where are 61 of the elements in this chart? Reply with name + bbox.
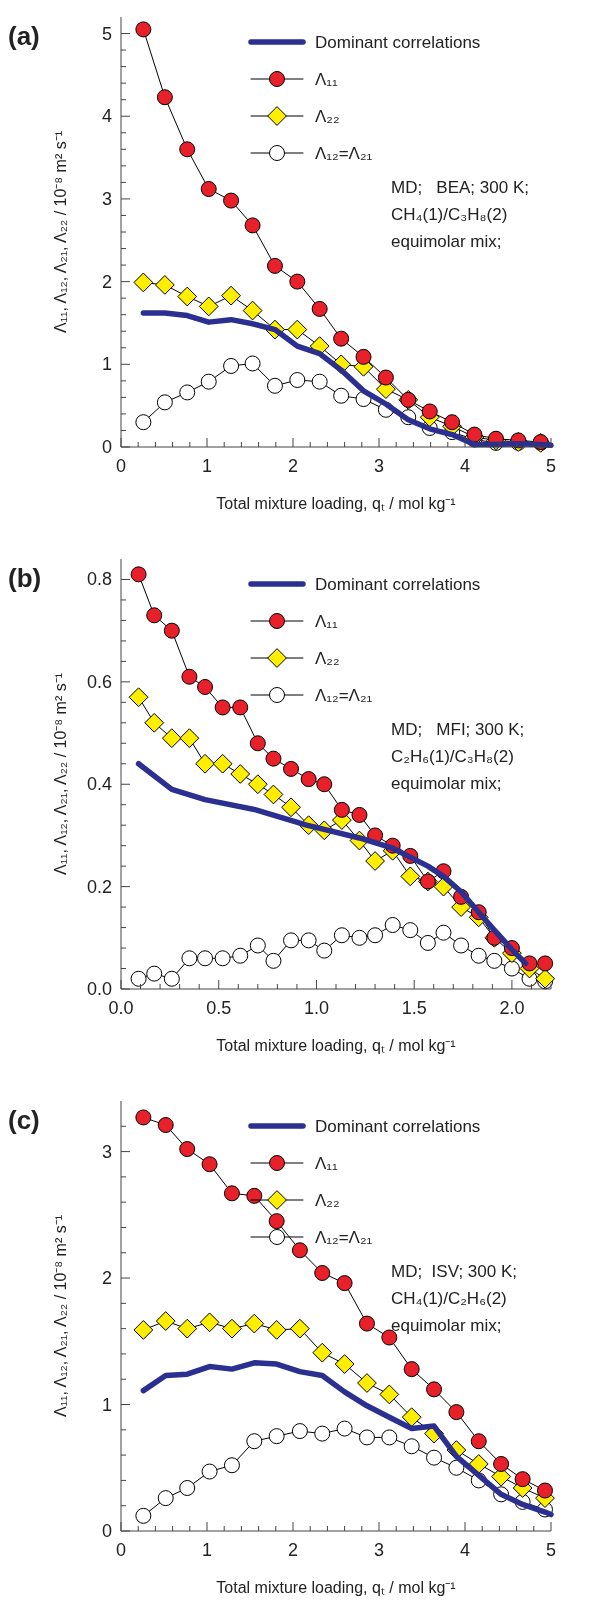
y-tick-label: 0 [101, 1521, 112, 1541]
x-tick-label: 3 [373, 1540, 385, 1560]
chart-title: (b) [8, 563, 42, 593]
y-tick-label: 0.8 [86, 569, 112, 590]
annotation: CH₄(1)/C₃H₈(2) [391, 205, 508, 225]
x-tick-label: 5 [545, 456, 557, 476]
x-tick-label: 5 [545, 1540, 557, 1560]
annotation: C₂H₆(1)/C₃H₈(2) [391, 747, 514, 767]
x-tick-label: 0 [115, 456, 127, 476]
y-axis-title: Λ₁₁, Λ₁₂, Λ₂₁, Λ₂₂ / 10⁻⁸ m² s⁻¹ [52, 1215, 69, 1417]
chart-title: (a) [8, 21, 40, 51]
legend-label: Λ₁₂=Λ₂₁ [315, 1228, 373, 1247]
legend-label: Λ₂₂ [315, 107, 340, 126]
y-tick-label: 0.0 [86, 979, 112, 999]
y-tick-label: 3 [101, 188, 112, 209]
legend-label: Λ₁₂=Λ₂₁ [315, 144, 373, 163]
x-tick-label: 0 [115, 1540, 127, 1560]
legend-label: Dominant correlations [315, 33, 481, 52]
y-axis-title: Λ₁₁, Λ₁₂, Λ₂₁, Λ₂₂ / 10⁻⁸ m² s⁻¹ [52, 131, 69, 333]
legend-label: Λ₁₁ [315, 70, 339, 89]
annotation: equimolar mix; [391, 774, 502, 794]
legend-label: Λ₁₁ [315, 612, 339, 631]
x-axis-title: Total mixture loading, qₜ / mol kg⁻¹ [216, 1579, 456, 1596]
legend-label: Dominant correlations [315, 575, 481, 594]
annotation: MD; ISV; 300 K; [391, 1262, 517, 1282]
x-tick-label: 2 [287, 456, 299, 476]
y-tick-label: 3 [101, 1141, 112, 1162]
x-tick-label: 3 [373, 456, 385, 476]
legend-label: Λ₁₂=Λ₂₁ [315, 686, 373, 705]
y-tick-label: 0.2 [86, 876, 112, 897]
x-tick-label: 1 [201, 456, 213, 476]
legend-label: Λ₂₂ [315, 1191, 340, 1210]
y-tick-label: 1 [101, 1394, 112, 1415]
y-tick-label: 0 [101, 437, 112, 457]
y-tick-label: 4 [101, 106, 112, 127]
y-tick-label: 5 [101, 23, 112, 44]
annotation: MD; BEA; 300 K; [391, 178, 529, 198]
y-tick-label: 2 [101, 271, 112, 292]
x-tick-label: 2.0 [499, 998, 525, 1018]
x-tick-label: 1.0 [303, 998, 329, 1018]
annotation: equimolar mix; [391, 1316, 502, 1336]
x-tick-label: 0.5 [206, 998, 232, 1018]
legend-label: Λ₁₁ [315, 1154, 339, 1173]
x-axis-title: Total mixture loading, qₜ / mol kg⁻¹ [216, 495, 456, 512]
x-tick-label: 1 [201, 1540, 213, 1560]
annotation: CH₄(1)/C₂H₆(2) [391, 1289, 507, 1309]
y-axis-title: Λ₁₁, Λ₁₂, Λ₂₁, Λ₂₂ / 10⁻⁸ m² s⁻¹ [52, 673, 69, 875]
y-tick-label: 0.6 [86, 671, 112, 692]
legend-label: Dominant correlations [315, 1117, 481, 1136]
x-tick-label: 1.5 [401, 998, 427, 1018]
y-tick-label: 1 [101, 354, 112, 375]
y-tick-label: 0.4 [86, 774, 112, 795]
x-axis-title: Total mixture loading, qₜ / mol kg⁻¹ [216, 1037, 456, 1054]
legend-label: Λ₂₂ [315, 649, 340, 668]
chart-title: (c) [8, 1105, 40, 1135]
y-tick-label: 2 [101, 1268, 112, 1289]
annotation: MD; MFI; 300 K; [391, 720, 525, 740]
x-tick-label: 4 [459, 1540, 471, 1560]
x-tick-label: 4 [459, 456, 471, 476]
x-tick-label: 2 [287, 1540, 299, 1560]
annotation: equimolar mix; [391, 232, 502, 252]
